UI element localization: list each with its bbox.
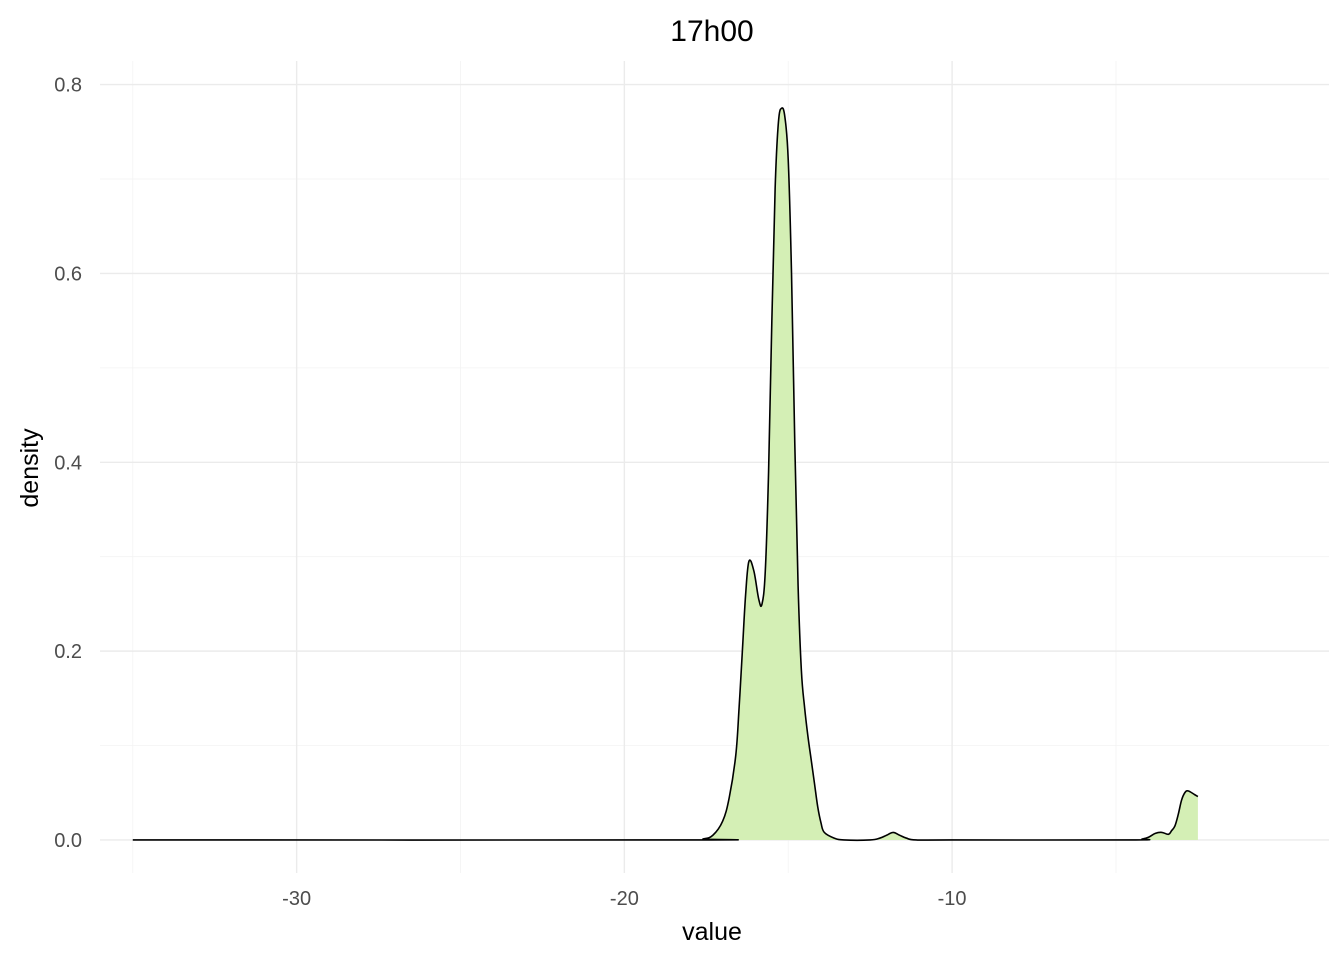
y-tick-label: 0.0 [54,830,82,852]
y-axis-title: density [16,428,44,508]
x-tick-label: -10 [938,888,967,910]
x-axis-title: value [682,918,742,946]
y-tick-label: 0.6 [54,263,82,285]
y-tick-label: 0.4 [54,452,82,474]
x-tick-label: -30 [282,888,311,910]
axis-layer: -30 -20 -10 0.0 0.2 0.4 0.6 0.8 [54,75,966,910]
density-area-fill [132,107,1198,841]
x-tick-label: -20 [610,888,639,910]
y-tick-label: 0.8 [54,75,82,97]
chart-title: 17h00 [670,15,753,48]
density-curve [132,107,1199,842]
plot-area [132,107,1199,842]
grid-layer [100,61,1329,873]
y-tick-label: 0.2 [54,641,82,663]
